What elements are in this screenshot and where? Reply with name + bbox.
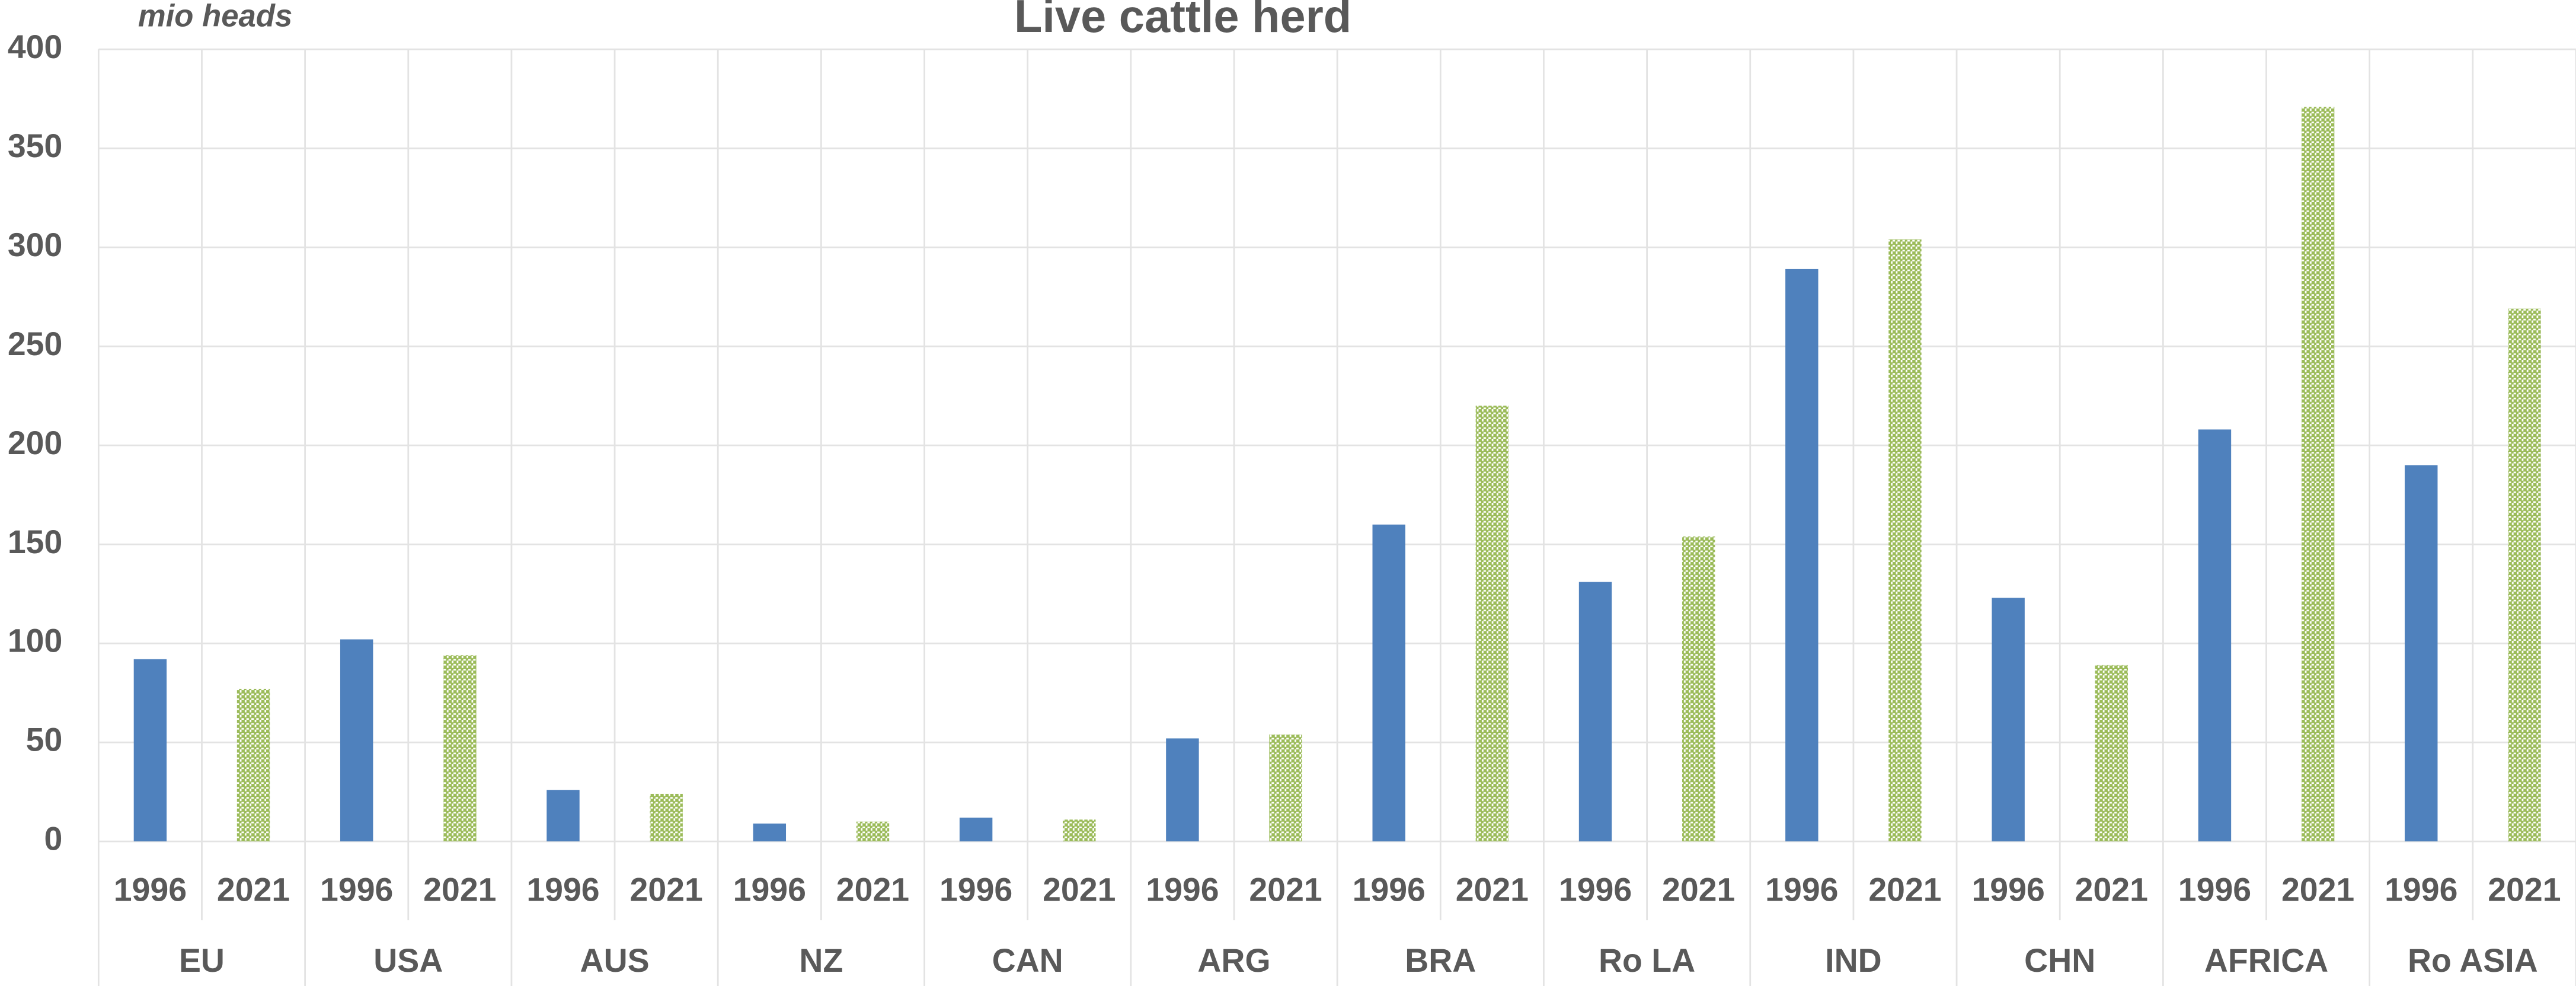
- bar: [2198, 429, 2232, 842]
- x-year-label: 2021: [1868, 872, 1941, 908]
- x-category-label: Ro ASIA: [2408, 942, 2538, 979]
- x-year-label: 2021: [2075, 872, 2148, 908]
- x-year-label: 1996: [1765, 872, 1838, 908]
- bar: [753, 824, 787, 842]
- x-category-label: IND: [1825, 942, 1881, 979]
- bar: [1372, 524, 1405, 842]
- y-tick-label: 200: [8, 425, 62, 461]
- x-year-label: 1996: [1353, 872, 1426, 908]
- bar: [1682, 536, 1715, 842]
- bar: [2095, 665, 2128, 842]
- bar: [1166, 738, 1199, 842]
- bar: [959, 818, 993, 842]
- bar: [443, 655, 477, 842]
- x-year-label: 2021: [630, 872, 703, 908]
- x-category-label: ARG: [1197, 942, 1270, 979]
- x-year-label: 2021: [423, 872, 496, 908]
- x-year-label: 1996: [2178, 872, 2251, 908]
- x-year-label: 1996: [2385, 872, 2457, 908]
- x-category-label: NZ: [799, 942, 843, 979]
- bar: [1578, 582, 1612, 842]
- bar: [1888, 239, 1922, 842]
- x-year-label: 2021: [1043, 872, 1116, 908]
- y-tick-label: 300: [8, 226, 62, 263]
- x-year-label: 2021: [217, 872, 290, 908]
- x-category-label: CAN: [992, 942, 1063, 979]
- x-year-label: 1996: [1146, 872, 1219, 908]
- y-axis-label: mio heads: [138, 0, 292, 33]
- x-year-label: 1996: [114, 872, 187, 908]
- bar: [856, 821, 890, 842]
- x-year-label: 1996: [939, 872, 1012, 908]
- x-year-label: 2021: [2281, 872, 2354, 908]
- y-tick-label: 50: [26, 722, 63, 758]
- x-category-label: AFRICA: [2204, 942, 2328, 979]
- x-year-label: 1996: [526, 872, 599, 908]
- bar: [546, 790, 580, 842]
- y-tick-label: 350: [8, 127, 62, 164]
- x-year-label: 2021: [1662, 872, 1735, 908]
- bar: [1475, 406, 1509, 842]
- bar: [650, 793, 683, 842]
- x-category-label: AUS: [580, 942, 650, 979]
- bar: [236, 688, 270, 842]
- bar: [1785, 269, 1818, 842]
- x-year-label: 2021: [836, 872, 909, 908]
- bar: [340, 639, 373, 842]
- x-category-label: CHN: [2024, 942, 2095, 979]
- x-category-label: EU: [179, 942, 225, 979]
- bar: [2508, 308, 2541, 842]
- chart-title: Live cattle herd: [1014, 0, 1351, 42]
- y-tick-label: 250: [8, 326, 62, 362]
- y-tick-label: 0: [44, 821, 63, 857]
- x-year-label: 2021: [1456, 872, 1529, 908]
- bar: [1992, 598, 2025, 842]
- x-year-label: 1996: [733, 872, 806, 908]
- x-year-label: 1996: [1559, 872, 1632, 908]
- x-category-label: BRA: [1405, 942, 1476, 979]
- bar: [1269, 734, 1302, 842]
- bar: [133, 659, 167, 842]
- bar: [2405, 465, 2438, 842]
- y-tick-label: 150: [8, 524, 62, 560]
- x-year-label: 1996: [320, 872, 393, 908]
- bar: [1063, 819, 1096, 842]
- x-category-label: Ro LA: [1599, 942, 1695, 979]
- x-category-label: USA: [373, 942, 443, 979]
- x-year-label: 2021: [2488, 872, 2561, 908]
- y-tick-label: 100: [8, 623, 62, 659]
- bar: [2301, 107, 2335, 842]
- y-tick-label: 400: [8, 28, 62, 65]
- x-year-label: 2021: [1249, 872, 1322, 908]
- x-year-label: 1996: [1971, 872, 2044, 908]
